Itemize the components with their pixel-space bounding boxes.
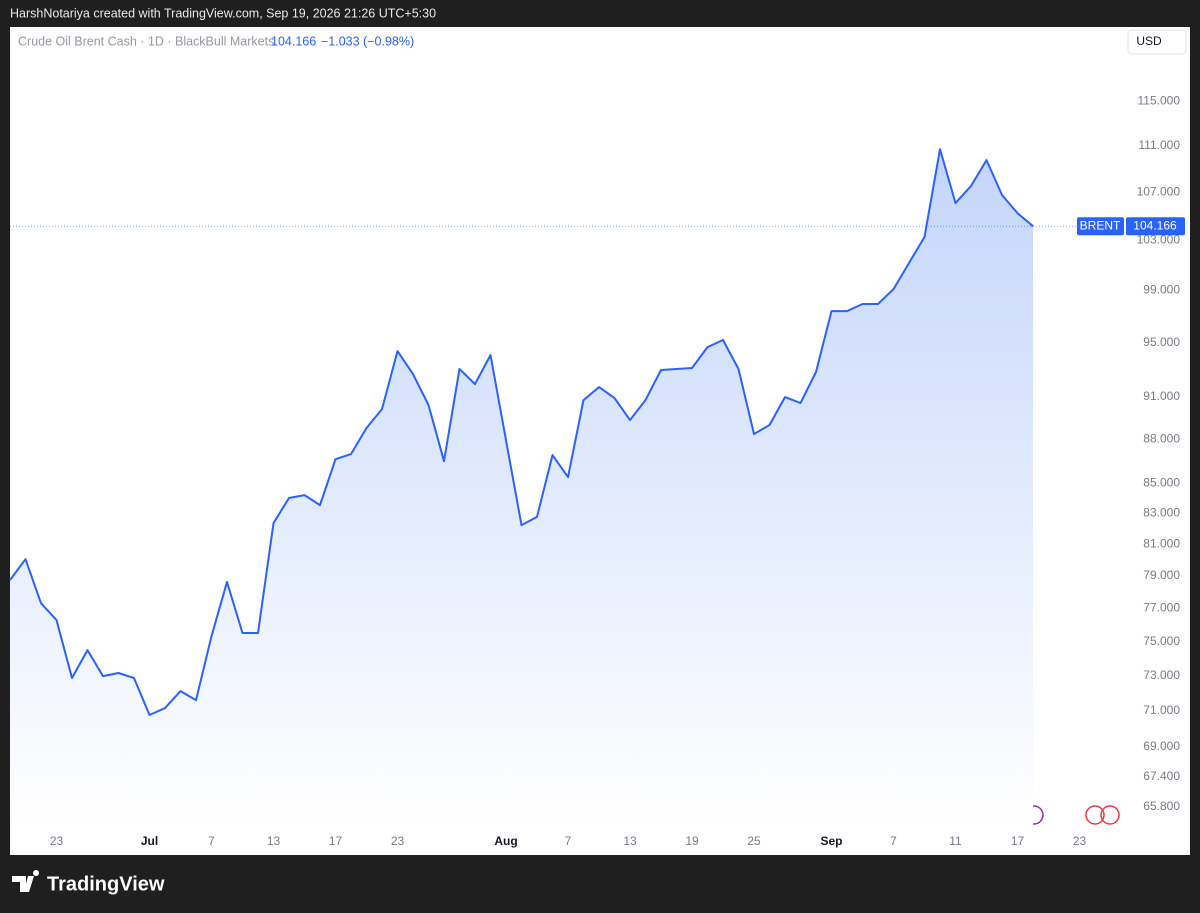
x-tick-label: 7: [208, 834, 215, 848]
x-tick-label: 11: [949, 834, 962, 848]
area-fill: [10, 149, 1033, 828]
price-change: −1.033 (−0.98%): [321, 34, 414, 48]
y-tick-label: 67.400: [1143, 769, 1180, 783]
x-tick-label: 17: [329, 834, 343, 848]
y-tick-label: 91.000: [1143, 389, 1180, 403]
y-tick-label: 103.000: [1137, 233, 1181, 247]
y-tick-label: 65.800: [1143, 799, 1180, 813]
y-tick-label: 77.000: [1143, 600, 1180, 614]
price-label: 104.166: [1133, 218, 1177, 232]
y-tick-label: 115.000: [1138, 93, 1181, 107]
logo: TradingView: [12, 870, 165, 895]
x-tick-label: Sep: [820, 834, 842, 848]
attribution: HarshNotariya created with TradingView.c…: [10, 6, 436, 20]
x-tick-label: 7: [565, 834, 572, 848]
y-tick-label: 79.000: [1143, 568, 1180, 582]
y-tick-label: 83.000: [1143, 506, 1180, 520]
logo-text: TradingView: [47, 873, 165, 895]
x-tick-label: 13: [267, 834, 281, 848]
x-tick-label: 23: [391, 834, 405, 848]
event-icon[interactable]: [1085, 805, 1105, 825]
y-tick-label: 81.000: [1143, 536, 1180, 550]
last-price: 104.166: [271, 34, 316, 48]
y-tick-label: 107.000: [1137, 184, 1181, 198]
x-tick-label: Jul: [141, 834, 158, 848]
chart-title: Crude Oil Brent Cash · 1D · BlackBull Ma…: [18, 34, 274, 48]
x-tick-label: 17: [1011, 834, 1025, 848]
y-tick-label: 111.000: [1138, 138, 1180, 152]
price-line: [9, 148, 1034, 716]
currency: USD: [1136, 34, 1162, 48]
y-tick-label: 73.000: [1143, 668, 1180, 682]
y-tick-label: 69.000: [1143, 739, 1180, 753]
x-tick-label: 13: [623, 834, 637, 848]
y-tick-label: 75.000: [1143, 634, 1180, 648]
logo-mark: [12, 870, 40, 892]
x-tick-label: 7: [890, 834, 897, 848]
price-label-box: [1126, 217, 1185, 236]
y-tick-label: 71.000: [1143, 703, 1180, 717]
currency-button[interactable]: [1127, 29, 1187, 55]
y-tick-label: 99.000: [1143, 283, 1180, 297]
series-label-box: [1077, 217, 1124, 236]
x-tick-label: 25: [747, 834, 761, 848]
series-label: BRENT: [1080, 218, 1121, 232]
x-tick-label: 19: [685, 834, 699, 848]
y-tick-label: 85.000: [1143, 475, 1180, 489]
y-tick-label: 95.000: [1143, 335, 1180, 349]
x-tick-label: Aug: [494, 834, 517, 848]
event-icon[interactable]: [1100, 805, 1120, 825]
x-tick-label: 23: [50, 834, 64, 848]
x-tick-label: 23: [1073, 834, 1087, 848]
y-tick-label: 88.000: [1143, 432, 1180, 446]
